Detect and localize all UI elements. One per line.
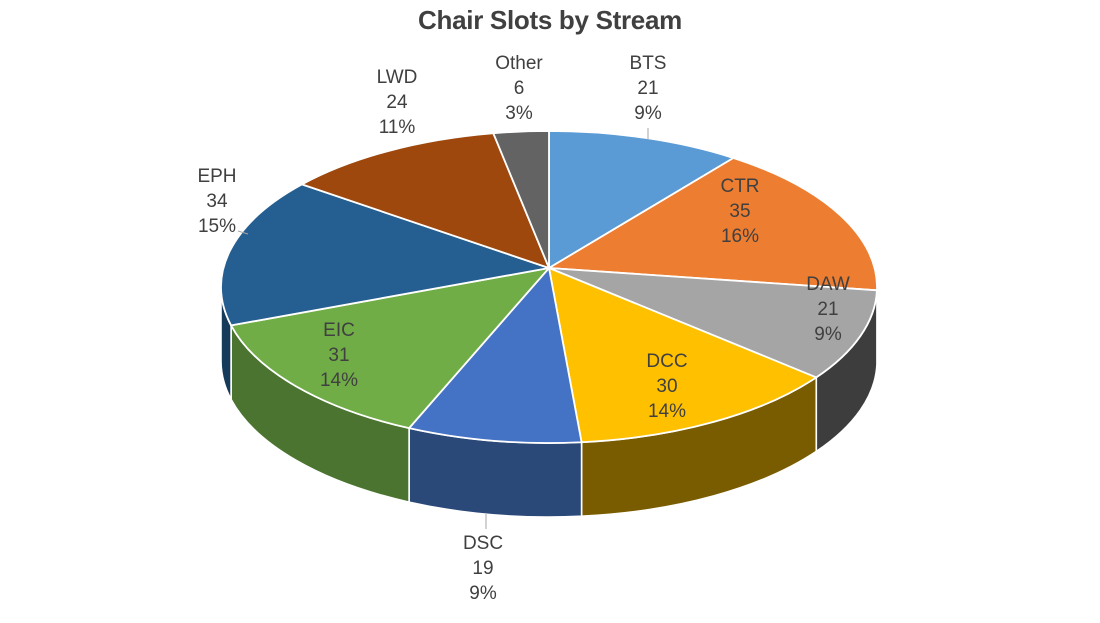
slice-label-name: DAW [806, 274, 850, 295]
pie-slice-lwd[interactable] [301, 132, 550, 269]
slice-label-name: BTS [629, 53, 667, 74]
pie-slice-ctr[interactable] [548, 157, 878, 292]
slice-label-value: 19 [472, 558, 494, 579]
slice-label-daw: DAW 21 9% [806, 272, 850, 347]
pie-slice-daw[interactable] [548, 267, 878, 379]
slice-label-name: Other [495, 53, 543, 74]
slice-label-percent: 14% [319, 370, 359, 391]
slice-label-bts: BTS 21 9% [630, 51, 667, 126]
pie-slice-bts[interactable] [548, 130, 735, 269]
slice-label-ctr: CTR 35 16% [720, 174, 759, 249]
slice-label-name: DSC [462, 533, 504, 554]
pie-slice-eph[interactable] [220, 183, 550, 327]
pie-slice-other[interactable] [492, 130, 550, 269]
slice-label-percent: 9% [814, 324, 842, 345]
slice-label-value: 21 [637, 78, 659, 99]
slice-label-eph: EPH 34 15% [197, 164, 236, 239]
slice-label-lwd: LWD 24 11% [377, 65, 418, 140]
pie-slice-dsc[interactable] [408, 267, 583, 444]
slice-label-eic: EIC 31 14% [320, 318, 358, 393]
slice-label-percent: 14% [647, 401, 687, 422]
slice-label-name: EIC [323, 320, 355, 341]
slice-label-value: 24 [386, 92, 408, 113]
slice-label-value: 35 [729, 201, 751, 222]
slice-label-percent: 3% [505, 103, 533, 124]
slice-label-dcc: DCC 30 14% [646, 349, 687, 424]
slice-label-value: 30 [656, 376, 678, 397]
slice-label-value: 31 [328, 345, 350, 366]
pie-slice-eic[interactable] [230, 267, 550, 429]
slice-label-name: DCC [646, 351, 688, 372]
slice-label-percent: 9% [634, 103, 662, 124]
slice-label-percent: 15% [197, 216, 237, 237]
chart-title: Chair Slots by Stream [418, 5, 682, 35]
slice-label-value: 21 [817, 299, 839, 320]
slice-label-percent: 11% [378, 117, 416, 138]
slice-label-dsc: DSC 19 9% [463, 531, 503, 606]
slice-label-value: 34 [206, 191, 228, 212]
slice-label-percent: 16% [720, 226, 760, 247]
slice-label-name: CTR [720, 176, 760, 197]
slice-label-name: EPH [197, 166, 237, 187]
slice-label-other: Other 6 3% [495, 51, 543, 126]
slice-label-value: 6 [513, 78, 525, 99]
pie-slice-dcc[interactable] [548, 267, 818, 444]
slice-label-percent: 9% [469, 583, 497, 604]
slice-label-name: LWD [376, 67, 418, 88]
leader-line [237, 230, 249, 235]
